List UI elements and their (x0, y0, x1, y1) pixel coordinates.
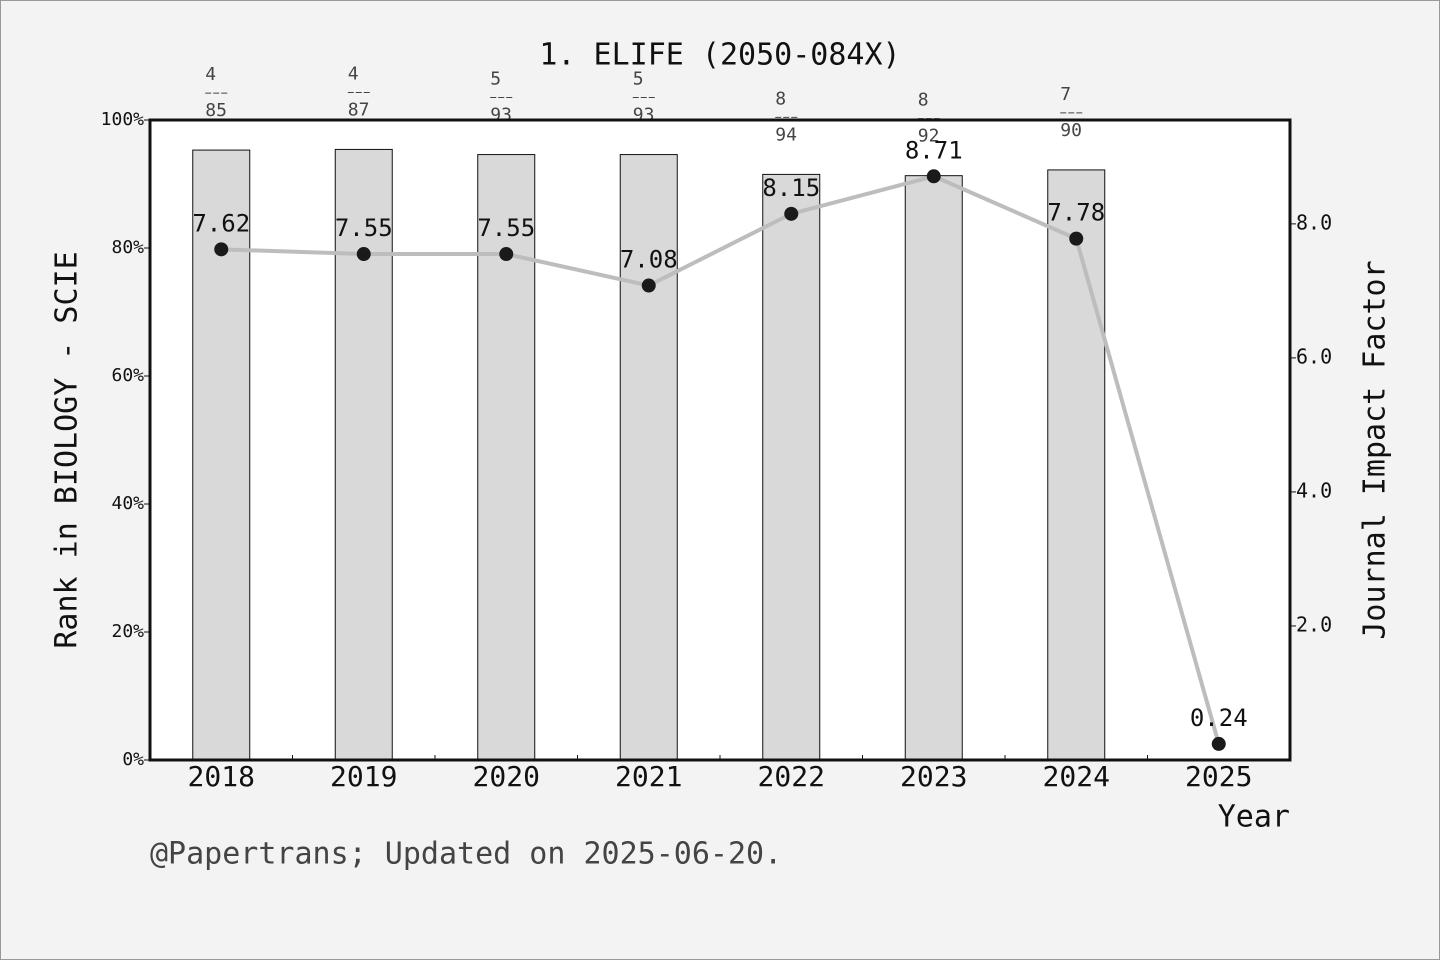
marker (214, 242, 229, 257)
x-tick-label: 2025 (1185, 760, 1252, 793)
y-tick-label: 60% (111, 365, 144, 386)
value-label: 7.62 (192, 209, 250, 237)
bar (477, 154, 536, 761)
x-tick-label: 2018 (188, 760, 255, 793)
rank-label: 8 (775, 88, 786, 109)
rank-label: 5 (490, 69, 501, 90)
y-axis-label: Rank in BIOLOGY - SCIE (50, 251, 85, 648)
footnote: @Papertrans; Updated on 2025-06-20. (150, 837, 782, 872)
y-tick-label: 100% (101, 109, 145, 130)
y2-tick-label: 2.0 (1296, 612, 1332, 636)
x-tick-label: 2021 (615, 760, 682, 793)
value-label: 8.15 (762, 174, 820, 202)
marker (1069, 231, 1084, 246)
rank-label: 4 (205, 64, 216, 85)
y-tick-label: 20% (111, 621, 144, 642)
y-tick-label: 80% (111, 237, 144, 258)
plot-area (150, 120, 1290, 760)
rank-total: 94 (775, 124, 797, 145)
y2-tick-label: 4.0 (1296, 478, 1332, 502)
rank-label: 8 (918, 90, 929, 111)
bar (762, 173, 821, 761)
y-tick-label: 40% (111, 493, 144, 514)
value-label: 0.24 (1190, 704, 1248, 732)
value-label: 7.55 (477, 214, 535, 242)
rank-label: 4 (348, 63, 359, 84)
value-label: 7.78 (1047, 199, 1105, 227)
rank-total: 85 (205, 100, 227, 121)
value-label: 8.71 (905, 136, 963, 164)
rank-total: 87 (348, 99, 370, 120)
plot-frame (148, 118, 1292, 762)
x-tick-label: 2024 (1043, 760, 1110, 793)
marker (356, 247, 371, 262)
bar (619, 154, 678, 761)
rank-total: 92 (918, 126, 940, 147)
x-tick-label: 2019 (330, 760, 397, 793)
marker (641, 278, 656, 293)
x-tick-label: 2022 (758, 760, 825, 793)
value-label: 7.55 (335, 214, 393, 242)
x-tick-label: 2020 (473, 760, 540, 793)
rank-label: 7 (1060, 84, 1071, 105)
rank-label: 5 (633, 69, 644, 90)
line (221, 174, 1221, 745)
bar (1047, 169, 1106, 761)
marker (926, 169, 941, 184)
bar (192, 149, 251, 761)
x-tick-label: 2023 (900, 760, 967, 793)
y-tick-label: 0% (122, 749, 144, 770)
marker (784, 206, 799, 221)
value-label: 7.08 (620, 246, 678, 274)
chart-title: 1. ELIFE (2050-084X) (539, 38, 900, 73)
marker (499, 247, 514, 262)
x-axis-label: Year (1218, 800, 1290, 835)
y2-tick-label: 6.0 (1296, 344, 1332, 368)
y2-tick-label: 8.0 (1296, 210, 1332, 234)
rank-total: 93 (490, 105, 512, 126)
bar (904, 175, 963, 761)
rank-total: 90 (1060, 120, 1082, 141)
y2-axis-label: Journal Impact Factor (1358, 260, 1393, 639)
rank-total: 93 (633, 105, 655, 126)
marker (1211, 736, 1226, 751)
